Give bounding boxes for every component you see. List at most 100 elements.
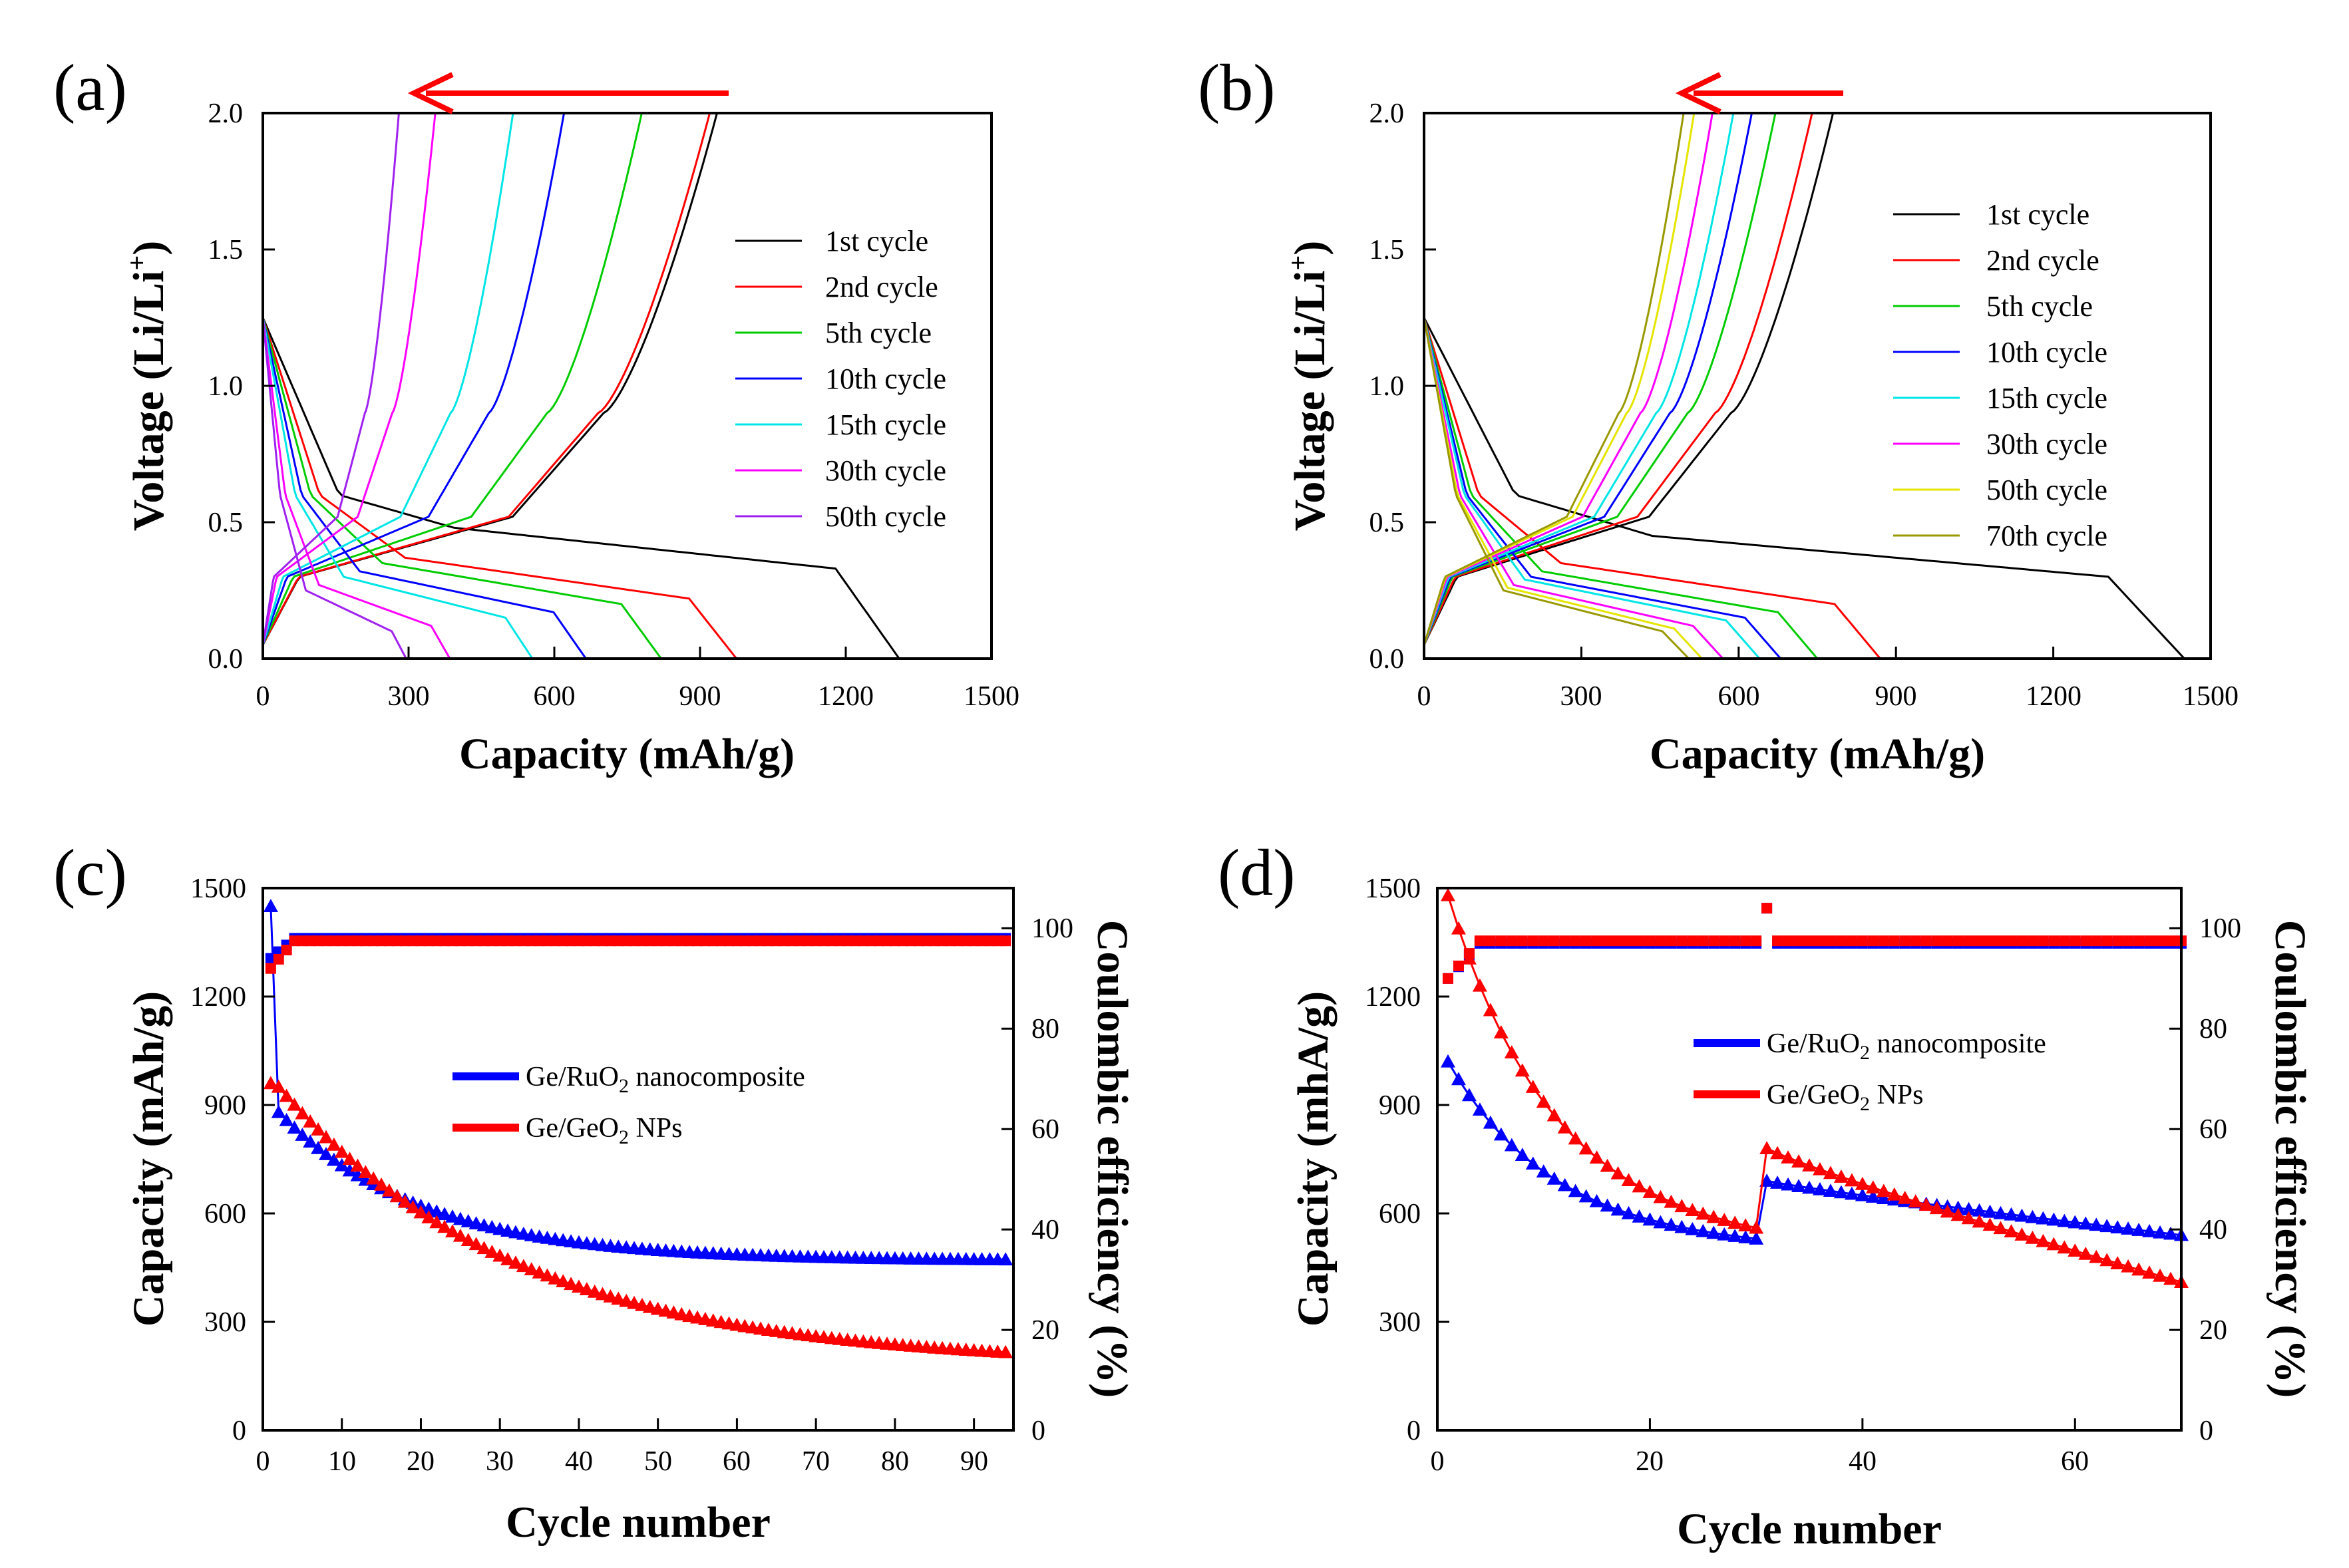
panel-d-legend-1-main: Ge/GeO <box>1767 1080 1860 1110</box>
panel-d-capacity-point-0-28 <box>1738 1230 1753 1243</box>
panel-a-label: (a) <box>53 51 127 124</box>
panel-d-legend-0-sub: 2 <box>1860 1042 1870 1064</box>
panel-a-ylabel-main: Voltage (Li/Li <box>124 271 173 532</box>
panel-d-capacity-point-1-41 <box>1876 1183 1891 1197</box>
panel-b: (b) 0 300 600 900 1200 1500 0.0 0.5 1.0 … <box>1198 51 2239 778</box>
panel-d-ce-point-1-36 <box>1825 935 1836 947</box>
panel-c-capacity-point-1-31 <box>508 1255 523 1269</box>
panel-c-series <box>263 899 1013 1358</box>
panel-b-legend: 1st cycle 2nd cycle 5th cycle 10th cycle… <box>1893 198 2107 552</box>
panel-c-xtick-4: 40 <box>565 1446 593 1477</box>
panel-d-ce-point-1-7 <box>1517 935 1528 947</box>
panel-d-ce-point-1-55 <box>2027 935 2038 947</box>
panel-b-xtick-4: 1200 <box>2026 681 2081 712</box>
panel-c-capacity-point-1-21 <box>429 1215 445 1229</box>
panel-d-capacity-point-1-36 <box>1823 1166 1838 1179</box>
panel-c-ylabel: Capacity (mAh/g) <box>124 991 173 1327</box>
panel-d-capacity-point-1-46 <box>1929 1201 1944 1215</box>
panel-d-capacity-point-0-48 <box>1950 1200 1966 1214</box>
panel-c-capacity-point-1-38 <box>564 1277 579 1291</box>
panel-d-capacity-point-1-43 <box>1897 1190 1912 1204</box>
panel-b-discharge-curve-7 <box>1423 317 1690 660</box>
panel-d-capacity-point-1-58 <box>2057 1240 2072 1254</box>
panel-d-capacity-point-1-39 <box>1855 1176 1870 1190</box>
panel-c-ytick-1: 300 <box>204 1307 246 1338</box>
panel-c-capacity-point-0-9 <box>334 1158 349 1172</box>
panel-d-capacity-point-0-25 <box>1706 1225 1721 1239</box>
panel-d-capacity-point-1-31 <box>1770 1146 1785 1160</box>
panel-a-series <box>262 112 900 659</box>
panel-d-ce-point-1-68 <box>2165 935 2177 947</box>
panel-d-legend-0-tail: nanocomposite <box>1870 1028 2046 1059</box>
panel-d-capacity-point-0-33 <box>1791 1179 1807 1193</box>
panel-d-ce-point-1-17 <box>1623 935 1634 947</box>
panel-d-capacity-point-1-32 <box>1781 1150 1796 1164</box>
panel-c-capacity-point-1-10 <box>342 1152 357 1166</box>
panel-c-xtick-5: 50 <box>644 1446 672 1477</box>
panel-d-capacity-point-0-8 <box>1525 1156 1540 1170</box>
panel-c-xtick-7: 70 <box>802 1446 830 1477</box>
panel-c-ce-point-1-93 <box>1000 935 1011 947</box>
panel-d-ce-point-1-26 <box>1719 935 1730 947</box>
panel-d-ce-point-1-37 <box>1835 935 1847 947</box>
panel-c-capacity-point-0-21 <box>429 1204 445 1218</box>
panel-d-capacity-point-1-26 <box>1717 1213 1732 1226</box>
panel-d-capacity-point-1-11 <box>1557 1120 1572 1134</box>
panel-a-legend-label-1: 2nd cycle <box>825 271 938 303</box>
panel-d-capacity-point-1-37 <box>1833 1170 1849 1183</box>
panel-d-capacity-point-1-10 <box>1546 1108 1562 1122</box>
panel-b-xlabel: Capacity (mAh/g) <box>1650 730 1985 778</box>
panel-b-charge-curve-3 <box>1423 112 1753 646</box>
panel-a-discharge-curve-2 <box>262 317 662 659</box>
panel-c-xtick-9: 90 <box>960 1446 988 1477</box>
panel-d-capacity-point-1-17 <box>1621 1173 1636 1187</box>
panel-a-legend: 1st cycle 2nd cycle 5th cycle 10th cycle… <box>735 225 946 533</box>
panel-d-ce-point-1-41 <box>1878 935 1889 947</box>
panel-d-ce-point-1-32 <box>1783 935 1794 947</box>
panel-d-ce-point-1-4 <box>1485 935 1496 947</box>
panel-d-ce-point-1-45 <box>1920 935 1932 947</box>
panel-d-capacity-point-0-57 <box>2046 1212 2062 1226</box>
panel-c-xtick-1: 10 <box>328 1446 356 1477</box>
panel-d-capacity-point-0-17 <box>1621 1205 1636 1219</box>
panel-d-ce-point-1-24 <box>1698 935 1709 947</box>
panel-d-ce-point-1-66 <box>2144 935 2155 947</box>
panel-d-ce-point-1-51 <box>1984 935 1996 947</box>
panel-d-capacity-point-0-61 <box>2089 1217 2104 1231</box>
panel-a-xtick-2: 600 <box>534 681 576 712</box>
panel-d-ce-point-1-8 <box>1527 935 1538 947</box>
panel-b-legend-label-3: 10th cycle <box>1986 336 2107 369</box>
panel-c-capacity-point-1-23 <box>445 1224 460 1238</box>
panel-b-legend-label-5: 30th cycle <box>1986 428 2107 460</box>
panel-d-capacity-point-0-26 <box>1717 1227 1732 1241</box>
panel-d-capacity-point-1-65 <box>2131 1262 2147 1276</box>
panel-d-ce-point-1-3 <box>1474 935 1485 947</box>
panel-d-ce-point-1-0 <box>1442 973 1453 984</box>
panel-c-capacity-point-1-18 <box>405 1199 421 1213</box>
panel-d-capacity-point-1-44 <box>1908 1194 1923 1207</box>
panel-d-capacity-point-0-9 <box>1536 1164 1551 1178</box>
panel-c-capacity-point-1-19 <box>413 1205 429 1219</box>
panel-d-capacity-point-1-0 <box>1440 887 1455 901</box>
panel-b-xtick-2: 600 <box>1718 681 1760 712</box>
panel-d-ce-point-1-33 <box>1793 935 1805 947</box>
panel-d-capacity-point-1-29 <box>1749 1220 1764 1234</box>
panel-d-capacity-point-0-62 <box>2099 1219 2115 1233</box>
panel-c-ce-point-1-0 <box>265 963 276 974</box>
panel-a-xtick-0: 0 <box>256 681 270 712</box>
panel-c-capacity-point-1-5 <box>303 1114 318 1128</box>
panel-c-capacity-point-1-0 <box>263 1076 278 1090</box>
panel-d-legend-1-sub: 2 <box>1860 1093 1870 1115</box>
panel-d-ce-point-1-18 <box>1634 935 1645 947</box>
panel-d-capacity-point-0-39 <box>1855 1187 1870 1201</box>
panel-c-capacity-point-0-20 <box>421 1201 437 1215</box>
panel-c-capacity-point-0-6 <box>311 1140 326 1154</box>
panel-c-capacity-point-1-25 <box>460 1233 476 1247</box>
panel-c-xtick-6: 60 <box>723 1446 751 1477</box>
panel-a-discharge-curve-0 <box>262 317 900 659</box>
panel-d-y2tick-3: 60 <box>2199 1114 2227 1145</box>
panel-d-capacity-point-1-21 <box>1664 1194 1679 1208</box>
panel-d-capacity-point-1-61 <box>2089 1249 2104 1263</box>
panel-d-capacity-point-1-51 <box>1982 1217 1998 1231</box>
panel-d-capacity-point-0-54 <box>2014 1208 2030 1222</box>
